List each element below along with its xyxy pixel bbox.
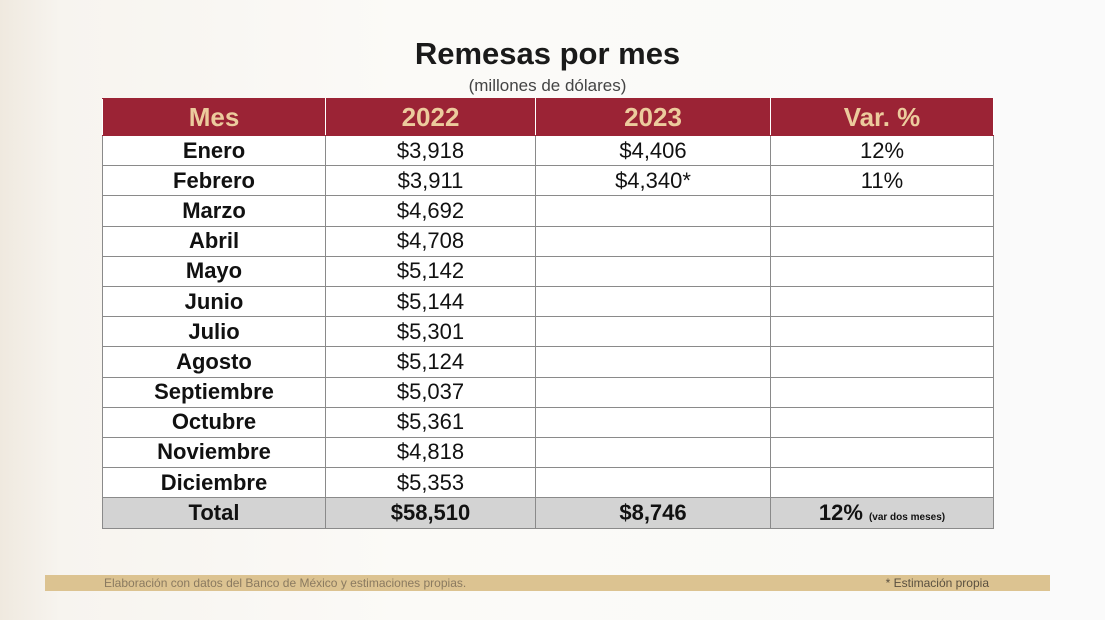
month-cell: Octubre bbox=[102, 406, 326, 438]
value-cell bbox=[770, 406, 994, 438]
value-cell bbox=[770, 255, 994, 287]
value-cell bbox=[535, 467, 771, 499]
table-row: Diciembre $5,353 bbox=[102, 467, 994, 499]
value-cell: $4,818 bbox=[325, 436, 536, 469]
value-cell bbox=[770, 436, 994, 469]
month-cell: Enero bbox=[102, 134, 326, 167]
value-cell: 11% bbox=[770, 165, 994, 197]
value-cell bbox=[770, 346, 994, 378]
value-cell bbox=[770, 376, 994, 408]
value-cell: $4,692 bbox=[325, 195, 536, 227]
value-cell bbox=[535, 376, 771, 408]
table-row: Abril $4,708 bbox=[102, 225, 994, 257]
header-cell: 2022 bbox=[325, 98, 536, 136]
estimate-note: * Estimación propia bbox=[885, 576, 989, 590]
value-cell bbox=[535, 285, 771, 318]
header-cell: Mes bbox=[102, 98, 326, 136]
source-note: Elaboración con datos del Banco de Méxic… bbox=[104, 576, 467, 590]
table-row: Febrero $3,911 $4,340* 11% bbox=[102, 165, 994, 197]
total-row: Total $58,510 $8,746 12% (var dos meses) bbox=[102, 497, 994, 530]
value-cell: $5,124 bbox=[325, 346, 536, 378]
table-row: Marzo $4,692 bbox=[102, 195, 994, 227]
total-cell: 12% (var dos meses) bbox=[770, 497, 994, 530]
month-cell: Septiembre bbox=[102, 376, 326, 408]
value-cell: $5,361 bbox=[325, 406, 536, 438]
value-cell bbox=[535, 225, 771, 257]
month-cell: Febrero bbox=[102, 165, 326, 197]
value-cell bbox=[770, 316, 994, 348]
value-cell bbox=[535, 406, 771, 438]
table-row: Mayo $5,142 bbox=[102, 255, 994, 287]
month-cell: Agosto bbox=[102, 346, 326, 378]
value-cell: $4,406 bbox=[535, 134, 771, 167]
table-row: Junio $5,144 bbox=[102, 285, 994, 318]
value-cell: $4,340* bbox=[535, 165, 771, 197]
value-cell bbox=[770, 225, 994, 257]
total-cell: $58,510 bbox=[325, 497, 536, 530]
table-body: Enero $3,918 $4,406 12% Febrero $3,911 $4,340*… bbox=[102, 134, 994, 530]
month-cell: Julio bbox=[102, 316, 326, 348]
subtitle: (millones de dólares) bbox=[468, 76, 627, 95]
value-cell bbox=[535, 195, 771, 227]
total-value: $58,510 bbox=[390, 500, 471, 526]
total-value: 12% bbox=[818, 500, 863, 526]
month-cell: Marzo bbox=[102, 195, 326, 227]
total-value: $8,746 bbox=[619, 500, 687, 526]
month-cell: Diciembre bbox=[102, 467, 326, 499]
value-cell: $4,708 bbox=[325, 225, 536, 257]
value-cell bbox=[535, 436, 771, 469]
value-cell bbox=[770, 285, 994, 318]
header-row: Mes 2022 2023 Var. % bbox=[102, 98, 994, 136]
table-row: Noviembre $4,818 bbox=[102, 436, 994, 469]
value-cell: $5,037 bbox=[325, 376, 536, 408]
value-cell bbox=[770, 195, 994, 227]
value-cell: $5,144 bbox=[325, 285, 536, 318]
header-cell: Var. % bbox=[770, 98, 994, 136]
title: Remesas por mes bbox=[414, 36, 681, 71]
month-cell: Mayo bbox=[102, 255, 326, 287]
value-cell: $5,142 bbox=[325, 255, 536, 287]
value-cell: 12% bbox=[770, 134, 994, 167]
month-cell: Noviembre bbox=[102, 436, 326, 469]
table-row: Julio $5,301 bbox=[102, 316, 994, 348]
table-row: Septiembre $5,037 bbox=[102, 376, 994, 408]
month-cell: Junio bbox=[102, 285, 326, 318]
value-cell bbox=[535, 346, 771, 378]
table-row: Agosto $5,124 bbox=[102, 346, 994, 378]
footer-bar bbox=[45, 575, 1050, 591]
header-cell: 2023 bbox=[535, 98, 771, 136]
value-cell bbox=[535, 255, 771, 287]
total-cell: $8,746 bbox=[535, 497, 771, 530]
value-cell bbox=[770, 467, 994, 499]
table-row: Enero $3,918 $4,406 12% bbox=[102, 134, 994, 167]
value-cell: $5,353 bbox=[325, 467, 536, 499]
remittance-table: Mes 2022 2023 Var. % Enero $3,918 $4,406 12% Fe… bbox=[102, 98, 994, 530]
total-value: Total bbox=[188, 500, 240, 526]
value-cell: $5,301 bbox=[325, 316, 536, 348]
value-cell bbox=[535, 316, 771, 348]
value-cell: $3,918 bbox=[325, 134, 536, 167]
total-note: (var dos meses) bbox=[868, 512, 946, 524]
total-cell: Total bbox=[102, 497, 326, 530]
table-row: Octubre $5,361 bbox=[102, 406, 994, 438]
value-cell: $3,911 bbox=[325, 165, 536, 197]
month-cell: Abril bbox=[102, 225, 326, 257]
